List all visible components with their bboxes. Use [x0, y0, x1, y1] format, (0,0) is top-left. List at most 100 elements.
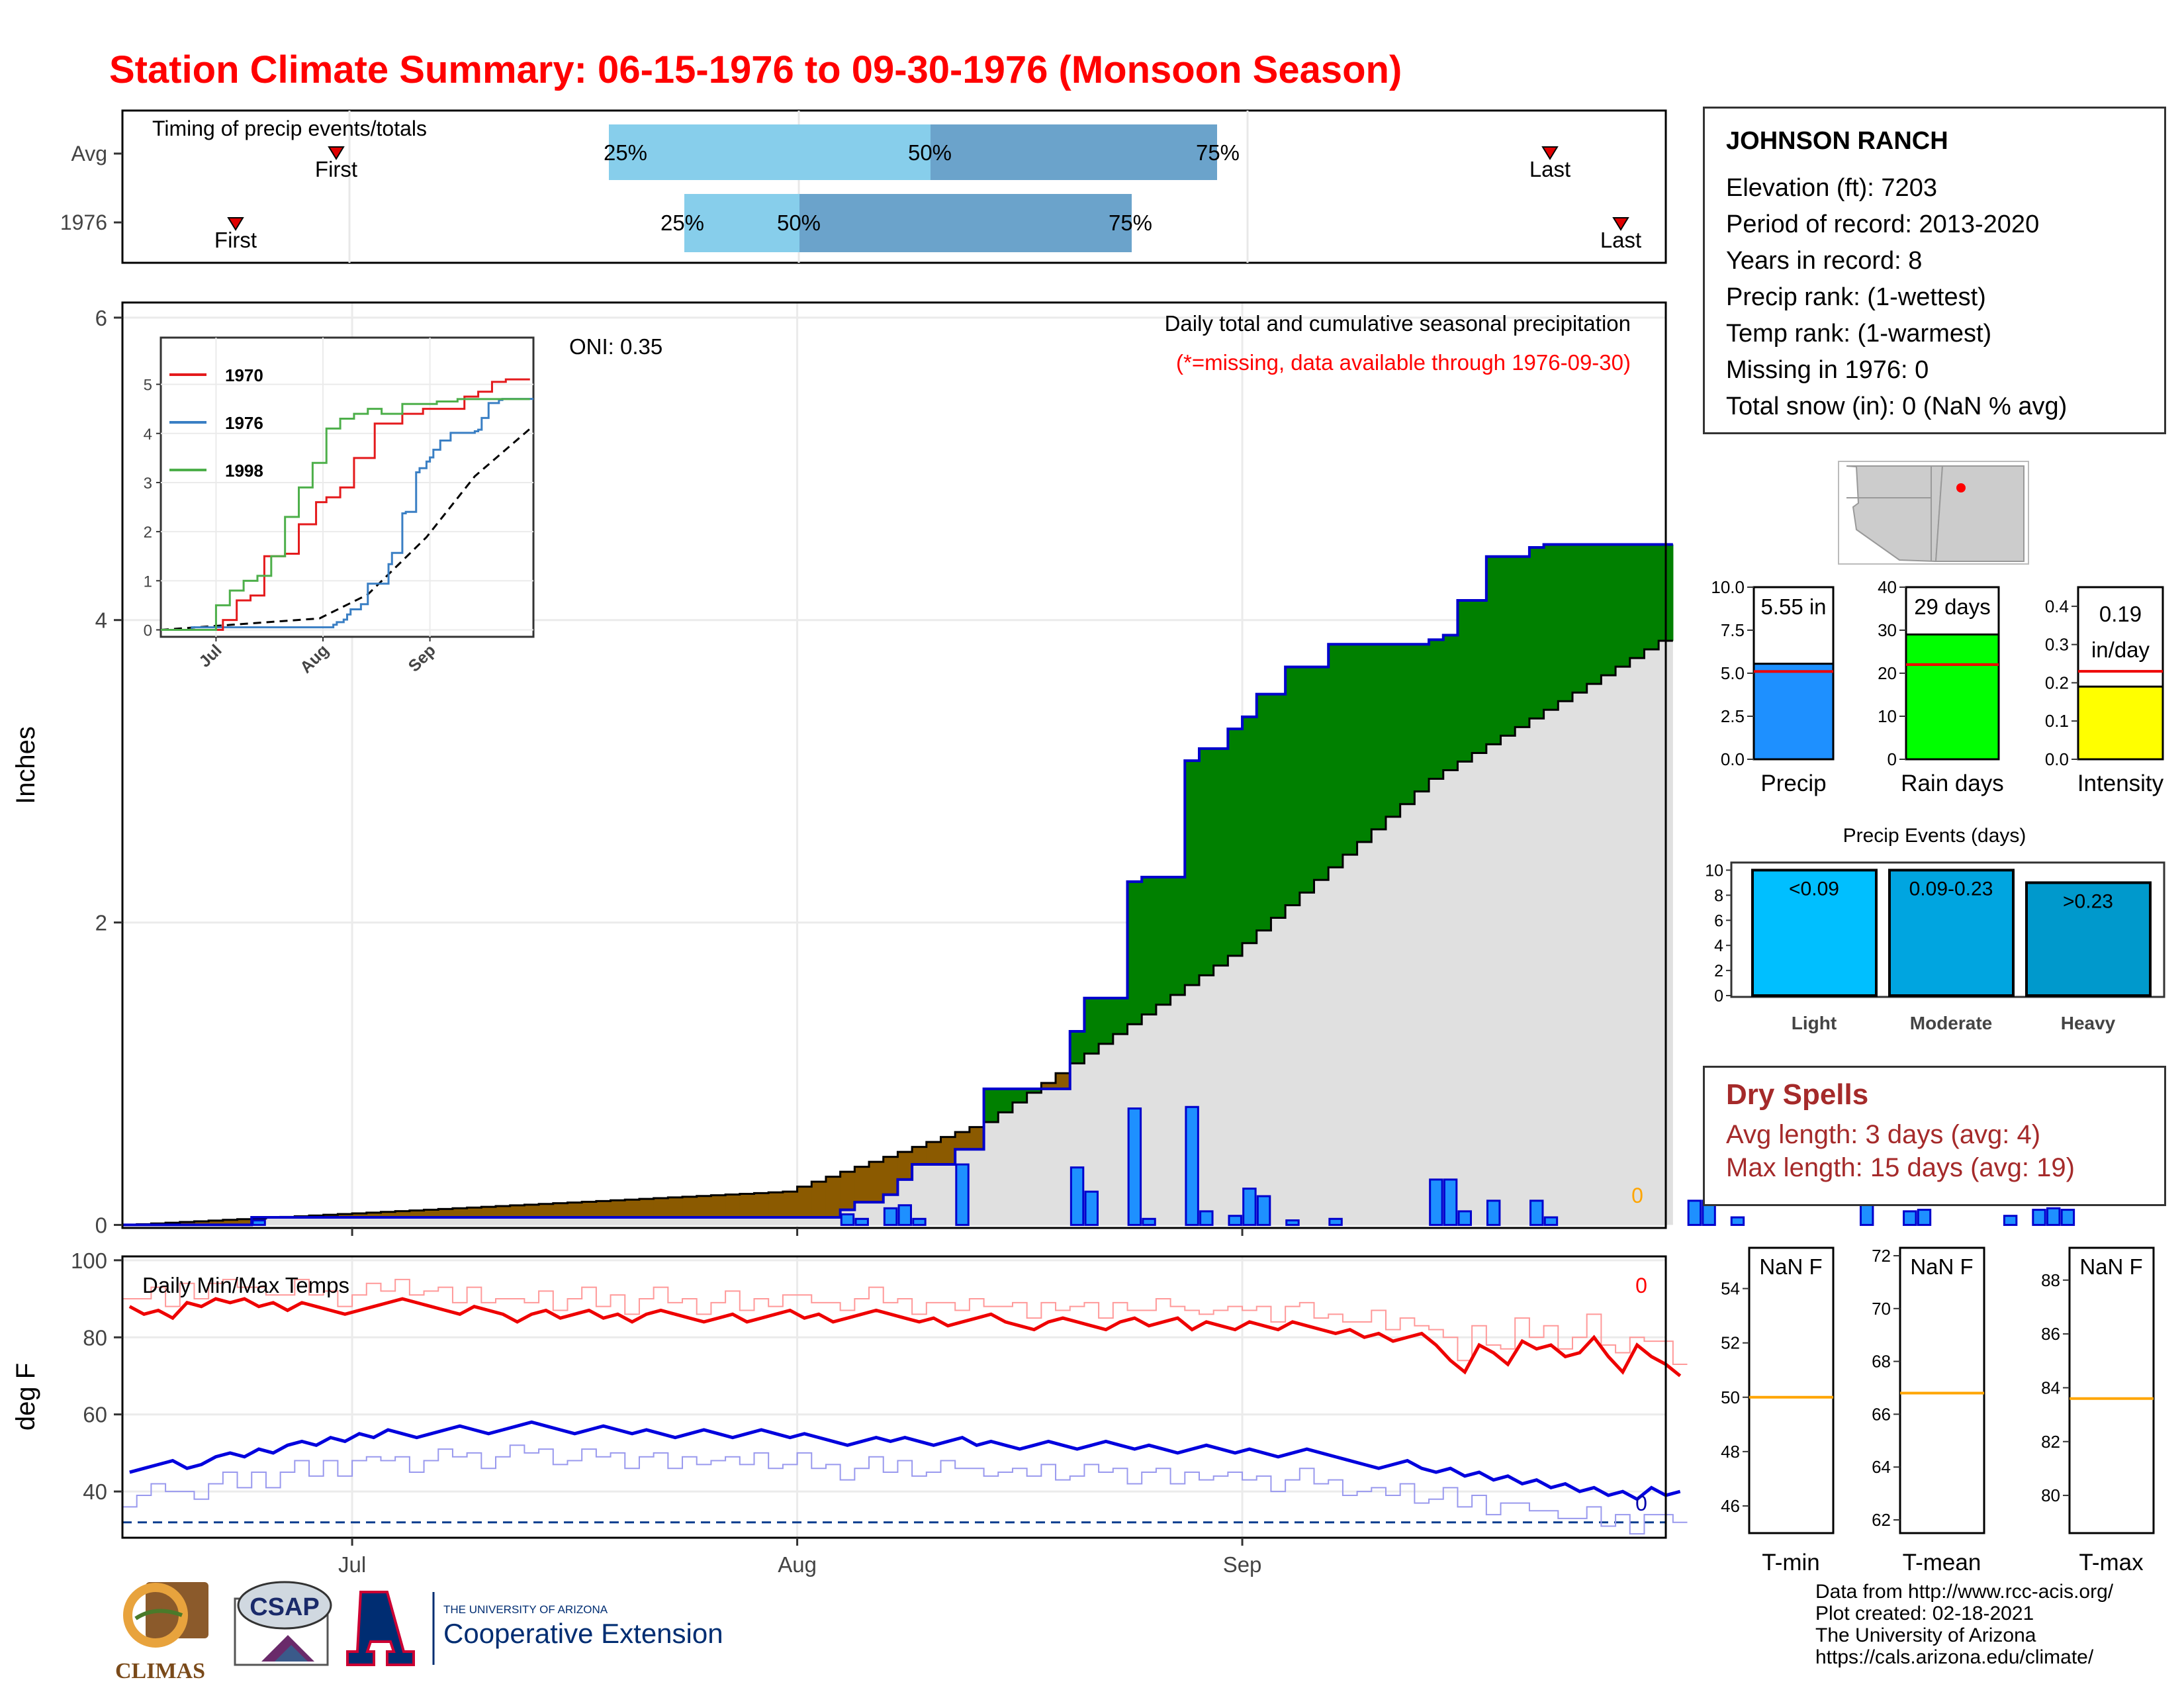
above-avg-band [1328, 644, 1343, 867]
daily-precip-bar [2004, 1216, 2016, 1225]
precip-subtitle: Daily total and cumulative seasonal prec… [1165, 311, 1631, 336]
above-avg-band [998, 1089, 1013, 1112]
below-avg-band [854, 1167, 869, 1203]
events-ytick: 8 [1714, 886, 1723, 905]
above-avg-band [1300, 667, 1314, 893]
summary-ytick: 20 [1878, 663, 1897, 683]
oni-label: ONI: 0.35 [569, 334, 662, 359]
event-bar-label: 0.09-0.23 [1909, 878, 1993, 900]
daily-precip-bar [956, 1164, 968, 1225]
above-avg-band [1343, 644, 1357, 855]
avg-first-label: First [315, 157, 357, 181]
above-avg-band [1199, 749, 1214, 976]
below-avg-band [797, 1187, 812, 1217]
temp-summary-ytick: 54 [1721, 1279, 1740, 1299]
daily-precip-bar [856, 1219, 868, 1225]
daily-precip-bar [1143, 1219, 1155, 1225]
above-avg-band [1371, 644, 1386, 829]
summary-ytick: 0.2 [2045, 673, 2069, 692]
temp-summary-frame [1900, 1248, 1984, 1533]
above-avg-band [1156, 877, 1171, 1005]
daily-precip-bar [899, 1205, 911, 1225]
summary-ytick: 40 [1878, 577, 1897, 597]
temp-ytick: 60 [83, 1403, 107, 1427]
credits: Data from http://www.rcc-acis.org/ Plot … [1815, 1581, 2113, 1668]
temp-summary-value: NaN F [2079, 1254, 2142, 1279]
below-avg-band [955, 1132, 970, 1149]
above-avg-band [1572, 544, 1587, 692]
above-avg-band [1501, 557, 1516, 736]
precip-note: (*=missing, data available through 1976-… [1176, 350, 1631, 375]
temp-summary-ytick: 62 [1872, 1510, 1891, 1530]
year-q25-label: 25% [660, 211, 704, 235]
below-avg-band [711, 1196, 725, 1217]
below-avg-band [740, 1194, 754, 1217]
daily-precip-bar [2047, 1208, 2059, 1225]
year-q50-q75-bar [799, 194, 1132, 252]
summary-value: 0.19 [2099, 602, 2142, 626]
summary-value-unit: in/day [2091, 637, 2150, 662]
dry-spells-avg: Avg length: 3 days (avg: 4) [1726, 1118, 2143, 1151]
below-avg-band [453, 1208, 467, 1217]
summary-ytick: 0.0 [2045, 749, 2069, 769]
temp-summary-ytick: 88 [2041, 1270, 2060, 1290]
below-avg-band [897, 1152, 912, 1180]
above-avg-band [1486, 557, 1501, 745]
station-name: JOHNSON RANCH [1726, 127, 2143, 156]
below-avg-band [697, 1196, 711, 1217]
timing-panel: Timing of precip events/totals Avg 1976 … [60, 111, 1666, 263]
daily-precip-bar [1287, 1221, 1298, 1225]
above-avg-band [1529, 547, 1544, 718]
daily-precip-bar [1430, 1180, 1442, 1225]
daily-precip-bar [913, 1219, 925, 1225]
csap-logo: CSAP [235, 1582, 331, 1665]
arizona-map [1839, 461, 2028, 564]
daily-precip-bar [1904, 1211, 1916, 1225]
ua-logo: THE UNIVERSITY OF ARIZONA Cooperative Ex… [347, 1592, 723, 1665]
below-avg-band [596, 1201, 611, 1217]
inset-ytick: 1 [144, 573, 152, 590]
above-avg-band [1544, 544, 1559, 710]
above-avg-band [1558, 544, 1572, 701]
below-avg-band [970, 1127, 984, 1150]
csap-text: CSAP [250, 1593, 320, 1621]
above-avg-band [1228, 729, 1242, 956]
below-avg-band [754, 1193, 768, 1217]
summary-ytick: 5.0 [1721, 663, 1745, 683]
figure-title: Station Climate Summary: 06-15-1976 to 0… [109, 48, 1402, 91]
event-category: Heavy [2061, 1013, 2116, 1033]
below-avg-band [912, 1147, 927, 1164]
temp-summary-ytick: 52 [1721, 1333, 1740, 1353]
temp-summary: 46 48 50 52 54 NaN F T-min 62 64 66 68 70 72 NaN F T-m… [1721, 1246, 2154, 1575]
above-avg-band [1644, 544, 1659, 649]
climas-logo: CLIMAS [115, 1582, 208, 1683]
below-avg-band [811, 1182, 826, 1217]
summary-bars: 0.02.55.07.510.05.55 inPrecip01020304029… [1711, 577, 2163, 796]
ua-name: THE UNIVERSITY OF ARIZONA [443, 1603, 608, 1616]
precip-ytick: 4 [95, 608, 107, 633]
temp-ylabel: deg F [11, 1363, 40, 1430]
inset-ytick: 0 [144, 622, 152, 640]
dry-spells-title: Dry Spells [1726, 1078, 2143, 1111]
avg-q75-label: 75% [1196, 140, 1240, 165]
avg-q25-q50-bar [609, 124, 931, 180]
above-avg-band [1084, 998, 1099, 1054]
daily-precip-bar [253, 1221, 265, 1225]
below-avg-band [539, 1204, 553, 1217]
daily-precip-bar [1531, 1201, 1543, 1225]
year-q50-label: 50% [777, 211, 821, 235]
events-ytick: 2 [1714, 962, 1723, 980]
climas-text: CLIMAS [115, 1659, 205, 1683]
events-ytick: 6 [1714, 912, 1723, 930]
temp-title: Daily Min/Max Temps [142, 1273, 349, 1297]
above-avg-band [1171, 877, 1185, 995]
inset-ytick: 4 [144, 426, 152, 444]
station-missing: Missing in 1976: 0 [1726, 352, 2143, 389]
daily-precip-bar [1444, 1180, 1456, 1225]
summary-bar [1906, 635, 1999, 760]
station-info-box: JOHNSON RANCH Elevation (ft): 7203 Perio… [1703, 107, 2166, 434]
tmin-missing-count: 0 [1635, 1491, 1647, 1515]
temp-panel: 406080100 Daily Min/Max Temps 0 0 deg F … [11, 1228, 1688, 1577]
above-avg-band [1285, 667, 1300, 906]
below-avg-band [553, 1203, 568, 1217]
